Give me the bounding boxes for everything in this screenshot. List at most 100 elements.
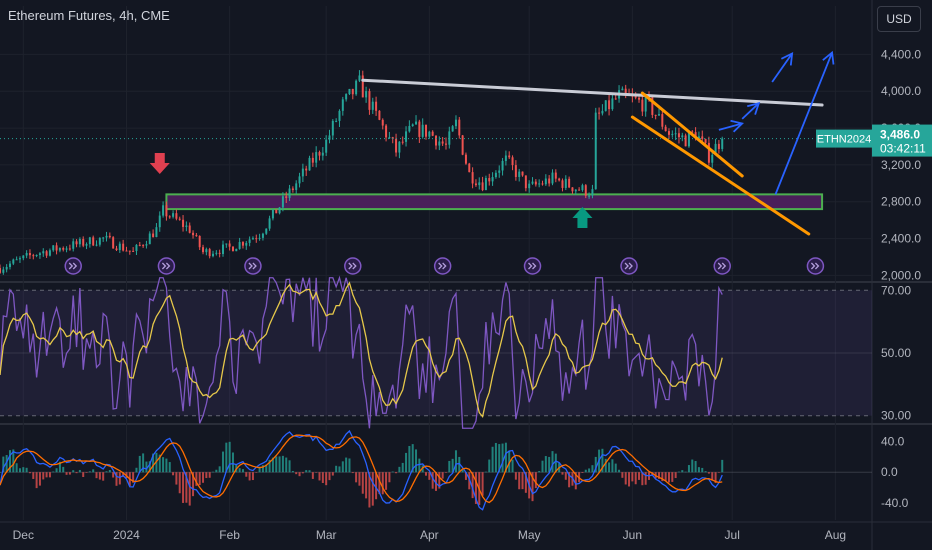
candle-body: [657, 114, 660, 116]
candle-body: [444, 143, 447, 145]
macd-histogram-bar: [245, 472, 248, 477]
macd-histogram-bar: [681, 470, 684, 473]
candle-body: [598, 112, 601, 114]
candle-body: [298, 176, 301, 184]
macd-histogram-bar: [714, 472, 717, 483]
macd-histogram-bar: [285, 457, 288, 473]
macd-histogram-bar: [145, 461, 148, 473]
rsi-line: [0, 275, 723, 429]
macd-histogram-bar: [464, 472, 467, 480]
event-icon[interactable]: [244, 257, 262, 275]
currency-button[interactable]: USD: [877, 6, 921, 32]
candle-body: [335, 120, 338, 122]
macd-histogram-bar: [451, 458, 454, 473]
price-tag: ETHN2024 3,486.003:42:11: [816, 124, 932, 157]
x-tick-label: Jul: [725, 528, 740, 542]
macd-histogram-bar: [168, 462, 171, 473]
macd-histogram-bar: [691, 459, 694, 473]
macd-histogram-bar: [684, 471, 687, 473]
candle-body: [311, 157, 314, 163]
macd-histogram-bar: [644, 472, 647, 485]
candle-body: [192, 232, 195, 236]
candle-body: [35, 255, 38, 257]
macd-histogram-bar: [624, 472, 627, 485]
chevron-right-icon: [161, 262, 171, 270]
macd-histogram-bar: [28, 472, 31, 474]
macd-histogram-bar: [355, 472, 358, 483]
macd-histogram-bar: [195, 472, 198, 486]
candle-body: [52, 245, 55, 251]
price-tag-price: 3,486.0: [880, 128, 920, 142]
candle-body: [205, 249, 208, 253]
candle-body: [438, 141, 441, 146]
macd-histogram-bar: [521, 472, 524, 490]
candle-body: [428, 131, 431, 137]
macd-histogram-bar: [165, 458, 168, 473]
macd-histogram-bar: [618, 469, 621, 473]
macd-histogram-bar: [628, 472, 631, 487]
candle-body: [225, 243, 228, 245]
price-tick-label: 3,200.0: [881, 158, 921, 172]
event-icon[interactable]: [157, 257, 176, 275]
candle-body: [112, 237, 115, 249]
macd-histogram-bar: [425, 472, 428, 476]
candle-body: [198, 235, 201, 248]
event-icon[interactable]: [64, 257, 82, 275]
rsi-tick-label: 30.00: [881, 409, 911, 423]
candle-body: [368, 91, 371, 110]
candle-body: [328, 135, 331, 140]
macd-histogram-bar: [398, 466, 401, 473]
price-tag-countdown: 03:42:11: [880, 142, 926, 156]
macd-histogram-bar: [594, 456, 597, 473]
symbol-tag-box: [816, 129, 872, 148]
macd-histogram-bar: [435, 472, 437, 491]
macd-histogram-bar: [335, 465, 338, 473]
event-icon-circle: [64, 257, 82, 275]
arrow-down-marker: [149, 153, 170, 174]
macd-histogram-bar: [32, 472, 35, 479]
macd-histogram-bar: [88, 471, 91, 473]
macd-histogram-bar: [8, 450, 11, 473]
event-icon[interactable]: [344, 257, 362, 275]
candle-body: [564, 178, 567, 188]
projection-arrow: [771, 52, 793, 83]
macd-histogram-bar: [664, 472, 667, 482]
event-icon[interactable]: [806, 257, 825, 275]
macd-histogram-bar: [18, 468, 21, 473]
macd-histogram-bar: [68, 472, 71, 475]
event-icon[interactable]: [523, 257, 542, 275]
macd-histogram-bar: [608, 462, 611, 473]
candle-body: [544, 178, 547, 185]
candle-body: [674, 133, 677, 135]
macd-histogram-bar: [444, 472, 447, 473]
macd-histogram-bar: [614, 463, 617, 473]
macd-histogram-bar: [62, 466, 65, 473]
macd-histogram-bar: [231, 452, 234, 473]
event-icon[interactable]: [620, 257, 638, 275]
macd-histogram-bar: [238, 468, 241, 473]
macd-histogram-bar: [142, 453, 145, 473]
macd-histogram-bar: [241, 469, 244, 473]
macd-histogram-bar: [251, 472, 254, 481]
candle-body: [315, 152, 318, 163]
event-icon-circle: [620, 257, 638, 275]
candle-body: [478, 182, 481, 186]
candle-body: [45, 251, 48, 256]
macd-histogram-bar: [72, 470, 75, 473]
event-icons[interactable]: [64, 257, 825, 275]
candle-body: [78, 238, 81, 245]
candle-body: [138, 244, 141, 246]
macd-histogram-bar: [152, 453, 155, 473]
candle-body: [421, 124, 424, 137]
candle-body: [464, 154, 467, 164]
event-icon[interactable]: [713, 257, 731, 275]
price-tag-box: [872, 124, 932, 157]
macd-histogram-bar: [108, 469, 111, 473]
event-icon[interactable]: [433, 257, 452, 275]
candle-body: [651, 97, 654, 115]
macd-histogram-bar: [504, 442, 507, 473]
candle-body: [2, 269, 5, 273]
candle-body: [241, 242, 244, 246]
x-tick-label: Aug: [825, 528, 846, 542]
